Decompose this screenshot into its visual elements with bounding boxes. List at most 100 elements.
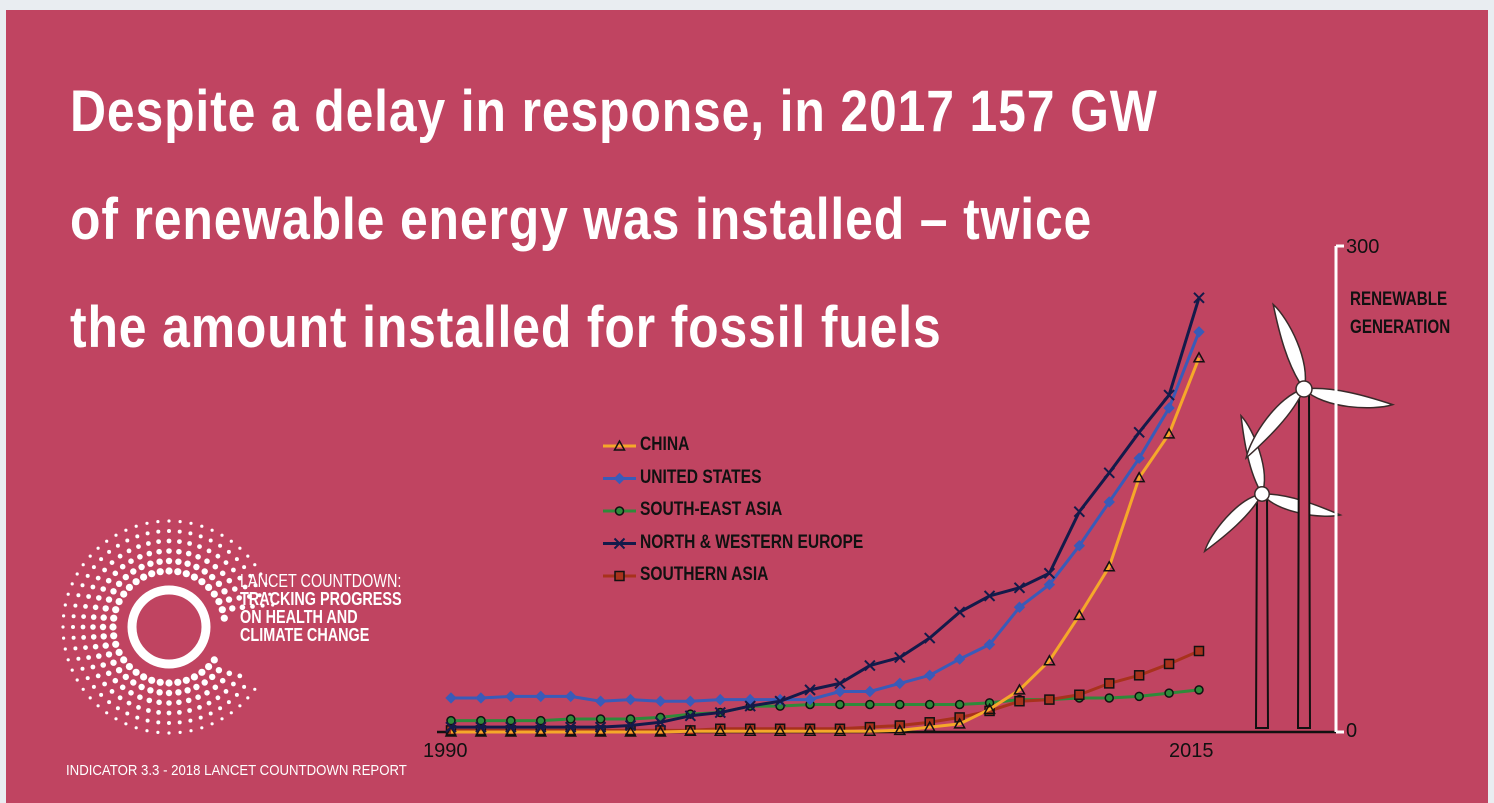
logo-dot bbox=[81, 625, 86, 630]
data-point bbox=[1165, 659, 1174, 668]
logo-dot bbox=[72, 614, 76, 618]
data-point bbox=[685, 696, 695, 706]
logo-dot bbox=[178, 530, 182, 534]
logo-dot bbox=[120, 564, 126, 570]
logo-dot bbox=[112, 606, 119, 613]
logo-dot bbox=[81, 667, 85, 671]
logo-dot bbox=[73, 604, 77, 608]
logo-dot bbox=[183, 677, 190, 684]
logo-dot bbox=[99, 693, 103, 697]
logo-dot bbox=[235, 557, 239, 561]
logo-dot bbox=[116, 581, 122, 587]
logo-dot bbox=[100, 586, 106, 592]
logo-dot bbox=[81, 583, 85, 587]
logo-dot bbox=[178, 720, 182, 724]
logo-dot bbox=[92, 685, 96, 689]
logo-dot bbox=[128, 558, 134, 564]
logo-dot bbox=[191, 574, 198, 581]
logo-dot bbox=[218, 544, 222, 548]
logo-dot bbox=[193, 564, 199, 570]
logo-dot bbox=[229, 605, 235, 611]
logo-dot bbox=[110, 615, 117, 622]
series-line bbox=[451, 298, 1199, 727]
logo-dot bbox=[97, 547, 100, 550]
logo-dot bbox=[71, 625, 75, 629]
logo-dot bbox=[89, 555, 92, 558]
logo-dot bbox=[126, 584, 133, 591]
logo-dot bbox=[91, 585, 96, 590]
logo-dot bbox=[242, 685, 246, 689]
logo-dot bbox=[219, 606, 226, 613]
logo-dot bbox=[128, 690, 134, 696]
data-point bbox=[446, 693, 456, 703]
logo-dot bbox=[123, 674, 129, 680]
logo-dot bbox=[83, 604, 88, 609]
data-point bbox=[1044, 568, 1054, 578]
logo-dot bbox=[156, 710, 161, 715]
logo-dot bbox=[137, 554, 143, 560]
logo-dot bbox=[166, 690, 172, 696]
logo-dot bbox=[156, 700, 162, 706]
logo-dot bbox=[235, 693, 239, 697]
logo-dot bbox=[165, 567, 172, 574]
logo-dot bbox=[100, 662, 106, 668]
footer-source: INDICATOR 3.3 - 2018 LANCET COUNTDOWN RE… bbox=[66, 762, 407, 779]
logo-dot bbox=[138, 564, 144, 570]
x-tick-label-end: 2015 bbox=[1169, 740, 1214, 763]
series-southern_asia bbox=[447, 647, 1204, 735]
logo-dot bbox=[202, 568, 208, 574]
logo-dot bbox=[157, 679, 164, 686]
logo-dot bbox=[177, 539, 182, 544]
data-point bbox=[1134, 427, 1144, 437]
logo-text: LANCET COUNTDOWN: TRACKING PROGRESS ON H… bbox=[240, 572, 402, 644]
logo-dot bbox=[105, 711, 108, 714]
logo-dot bbox=[93, 644, 99, 650]
data-point bbox=[1104, 468, 1114, 478]
data-point bbox=[1105, 679, 1114, 688]
logo-dot bbox=[116, 667, 122, 673]
logo-dot bbox=[62, 637, 65, 640]
logo-dot bbox=[156, 720, 160, 724]
logo-dot bbox=[101, 633, 107, 639]
logo-dot bbox=[220, 534, 223, 537]
logo-dot bbox=[177, 710, 182, 715]
logo-dot bbox=[126, 663, 133, 670]
logo-dot bbox=[220, 678, 226, 684]
y-tick-label-min: 0 bbox=[1346, 720, 1357, 743]
logo-dot bbox=[137, 694, 143, 700]
logo-dot bbox=[91, 614, 97, 620]
data-point bbox=[866, 700, 874, 708]
logo-dot bbox=[99, 557, 103, 561]
logo-dot bbox=[209, 712, 213, 716]
logo-dot bbox=[110, 560, 115, 565]
data-point bbox=[956, 700, 964, 708]
logo-dot bbox=[227, 700, 231, 704]
logo-dot bbox=[231, 568, 236, 573]
logo-dot bbox=[176, 549, 182, 555]
logo-dot bbox=[183, 570, 190, 577]
logo-dot bbox=[176, 700, 182, 706]
logo-dot bbox=[224, 689, 229, 694]
logo-dot bbox=[167, 721, 171, 725]
logo-dot bbox=[216, 695, 221, 700]
legend-marker-southern_asia bbox=[603, 572, 636, 581]
logo-dot bbox=[73, 646, 77, 650]
logo-dot bbox=[216, 581, 222, 587]
logo-dot bbox=[62, 614, 65, 617]
logo-ring bbox=[132, 590, 206, 664]
logo-dot bbox=[218, 706, 222, 710]
logo-dot bbox=[165, 679, 172, 686]
logo-dot bbox=[211, 722, 214, 725]
data-point bbox=[1194, 327, 1204, 337]
logo-dot bbox=[220, 571, 226, 577]
logo-dot bbox=[253, 563, 256, 566]
logo-dot bbox=[175, 689, 181, 695]
logo-dot bbox=[140, 673, 147, 680]
logo-line-1: LANCET COUNTDOWN: bbox=[240, 572, 402, 590]
logo-dot bbox=[61, 625, 64, 628]
data-point bbox=[1015, 697, 1024, 706]
logo-dot bbox=[166, 700, 172, 706]
logo-dot bbox=[114, 717, 117, 720]
logo-dot bbox=[200, 726, 203, 729]
chart-series bbox=[446, 293, 1204, 736]
